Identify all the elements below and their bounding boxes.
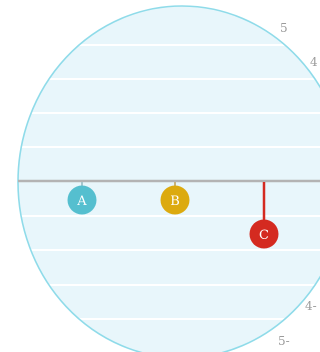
marker-c: C: [249, 182, 279, 249]
marker-b-label: B: [170, 194, 180, 209]
gridlines: [18, 44, 320, 320]
marker-c-dot: [249, 219, 279, 249]
tick-label-top-1: 5: [280, 21, 288, 35]
tick-label-top-2: 4: [310, 55, 318, 69]
marker-b: B: [160, 182, 190, 215]
tick-label-bottom-2: 5-: [278, 334, 290, 348]
marker-b-dot: [160, 185, 190, 215]
scale-ellipse: [18, 6, 320, 352]
marker-c-label: C: [259, 228, 269, 243]
marker-a: A: [67, 182, 97, 215]
marker-a-dot: [67, 185, 97, 215]
marker-a-label: A: [76, 194, 87, 209]
tick-label-bottom-1: 4-: [305, 299, 317, 313]
